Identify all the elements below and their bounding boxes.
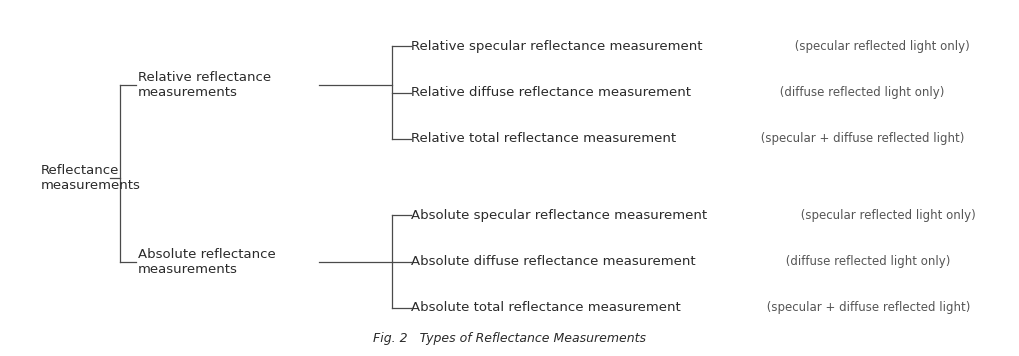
Text: (specular reflected light only): (specular reflected light only): [797, 209, 975, 222]
Text: Relative total reflectance measurement: Relative total reflectance measurement: [411, 132, 676, 145]
Text: Absolute total reflectance measurement: Absolute total reflectance measurement: [411, 302, 681, 314]
Text: Reflectance
measurements: Reflectance measurements: [41, 164, 141, 192]
Text: Fig. 2   Types of Reflectance Measurements: Fig. 2 Types of Reflectance Measurements: [373, 332, 646, 345]
Text: Relative reflectance
measurements: Relative reflectance measurements: [138, 72, 271, 99]
Text: Absolute specular reflectance measurement: Absolute specular reflectance measuremen…: [411, 209, 707, 222]
Text: (specular + diffuse reflected light): (specular + diffuse reflected light): [757, 132, 964, 145]
Text: Relative diffuse reflectance measurement: Relative diffuse reflectance measurement: [411, 86, 691, 99]
Text: (diffuse reflected light only): (diffuse reflected light only): [776, 86, 945, 99]
Text: (specular + diffuse reflected light): (specular + diffuse reflected light): [763, 302, 970, 314]
Text: (specular reflected light only): (specular reflected light only): [791, 40, 970, 53]
Text: Absolute reflectance
measurements: Absolute reflectance measurements: [138, 248, 275, 276]
Text: Relative specular reflectance measurement: Relative specular reflectance measuremen…: [411, 40, 702, 53]
Text: Absolute diffuse reflectance measurement: Absolute diffuse reflectance measurement: [411, 255, 695, 268]
Text: (diffuse reflected light only): (diffuse reflected light only): [782, 255, 951, 268]
